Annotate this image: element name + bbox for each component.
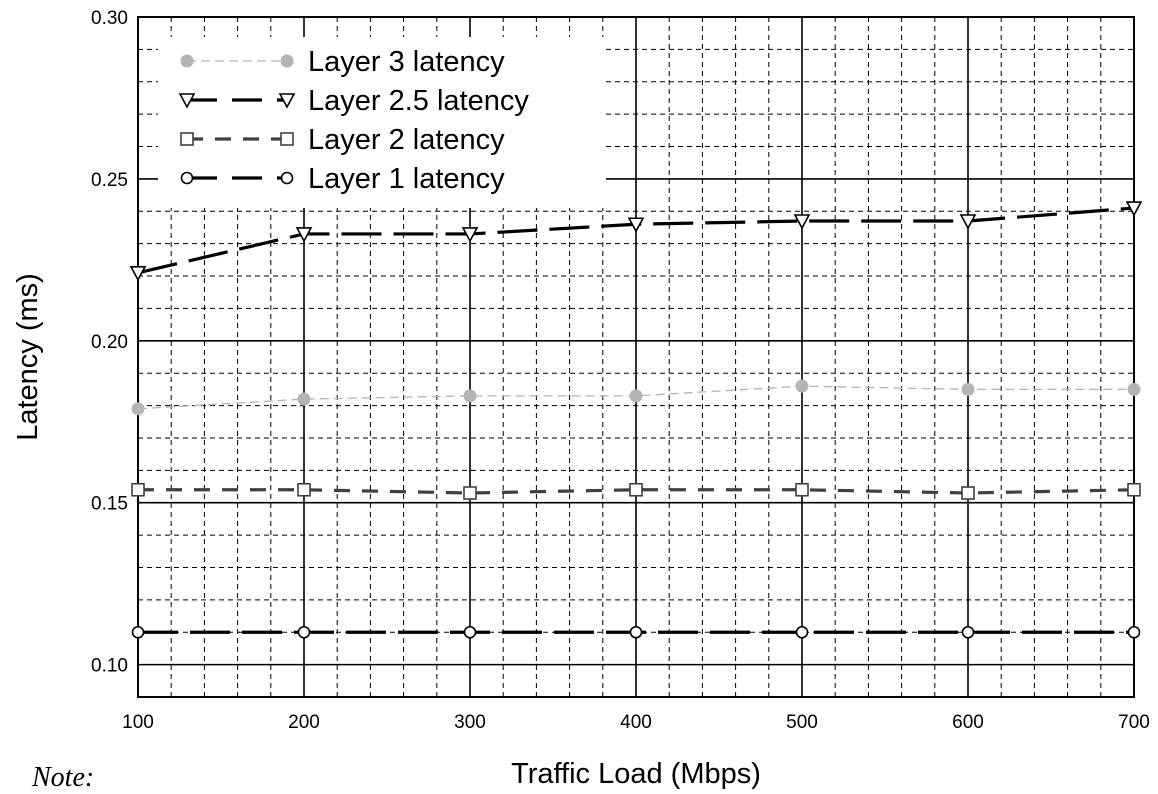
data-point: [629, 482, 643, 497]
data-point: [295, 227, 313, 243]
y-axis-title: Latency (ms): [12, 273, 44, 441]
data-point: [961, 625, 975, 639]
data-point: [961, 382, 975, 396]
data-point: [629, 625, 643, 639]
x-tick-label: 700: [1118, 712, 1150, 733]
legend-label: Layer 3 latency: [308, 46, 505, 78]
data-point: [280, 132, 294, 146]
data-point: [959, 214, 977, 230]
data-point: [131, 482, 145, 497]
series-layer-2-5-latency: [129, 201, 1143, 282]
data-point: [129, 266, 147, 282]
data-point: [131, 625, 145, 639]
series-layer-3-latency: [131, 379, 1141, 416]
data-point: [793, 214, 811, 230]
data-point: [629, 389, 643, 403]
data-point: [463, 486, 477, 500]
series-layer-1-latency: [131, 625, 1141, 639]
legend-label: Layer 2.5 latency: [308, 85, 529, 117]
data-point: [461, 227, 479, 243]
x-tick-label: 500: [786, 712, 818, 733]
x-tick-label: 300: [454, 712, 486, 733]
legend-item: Layer 1 latency: [180, 163, 505, 195]
data-point: [961, 486, 975, 500]
data-point: [297, 625, 311, 639]
data-point: [795, 625, 809, 639]
data-point: [1127, 482, 1141, 497]
data-point: [1127, 625, 1141, 639]
data-point: [180, 171, 194, 185]
legend-item: Layer 2 latency: [180, 124, 505, 156]
data-point: [795, 482, 809, 497]
y-tick-label: 0.15: [91, 494, 128, 515]
y-tick-label: 0.30: [91, 8, 128, 29]
data-point: [297, 392, 311, 406]
data-point: [1127, 382, 1141, 396]
data-point: [627, 217, 645, 233]
legend: Layer 3 latency Layer 2.5 latency Layer 2 …: [158, 37, 606, 208]
plot-frame: [137, 16, 1135, 698]
legend-item: Layer 3 latency: [180, 46, 505, 78]
x-tick-label: 400: [620, 712, 652, 733]
data-point: [280, 54, 294, 68]
data-point: [180, 132, 194, 146]
y-tick-label: 0.20: [91, 332, 128, 353]
x-tick-label: 100: [122, 712, 154, 733]
data-point: [178, 93, 196, 109]
y-tick-label: 0.25: [91, 170, 128, 191]
y-tick-label: 0.10: [91, 656, 128, 677]
series-layer-2-latency: [131, 482, 1141, 500]
legend-label: Layer 2 latency: [308, 124, 505, 156]
data-point: [463, 389, 477, 403]
series-layer: [129, 201, 1143, 639]
tick-labels: 100 200 300 400 500 600 700 0.10 0.15 0.20 0.25 0.3…: [91, 8, 1150, 733]
legend-label: Layer 1 latency: [308, 163, 505, 195]
data-point: [131, 402, 145, 416]
x-axis-title: Traffic Load (Mbps): [511, 758, 761, 790]
data-point: [795, 379, 809, 393]
data-point: [278, 93, 296, 109]
data-point: [463, 625, 477, 639]
data-point: [297, 482, 311, 497]
legend-item: Layer 2.5 latency: [178, 85, 529, 117]
data-point: [280, 171, 294, 185]
data-point: [180, 54, 194, 68]
x-tick-label: 200: [288, 712, 320, 733]
data-point: [1125, 201, 1143, 217]
x-tick-label: 600: [952, 712, 984, 733]
note-label: Note:: [32, 762, 95, 793]
